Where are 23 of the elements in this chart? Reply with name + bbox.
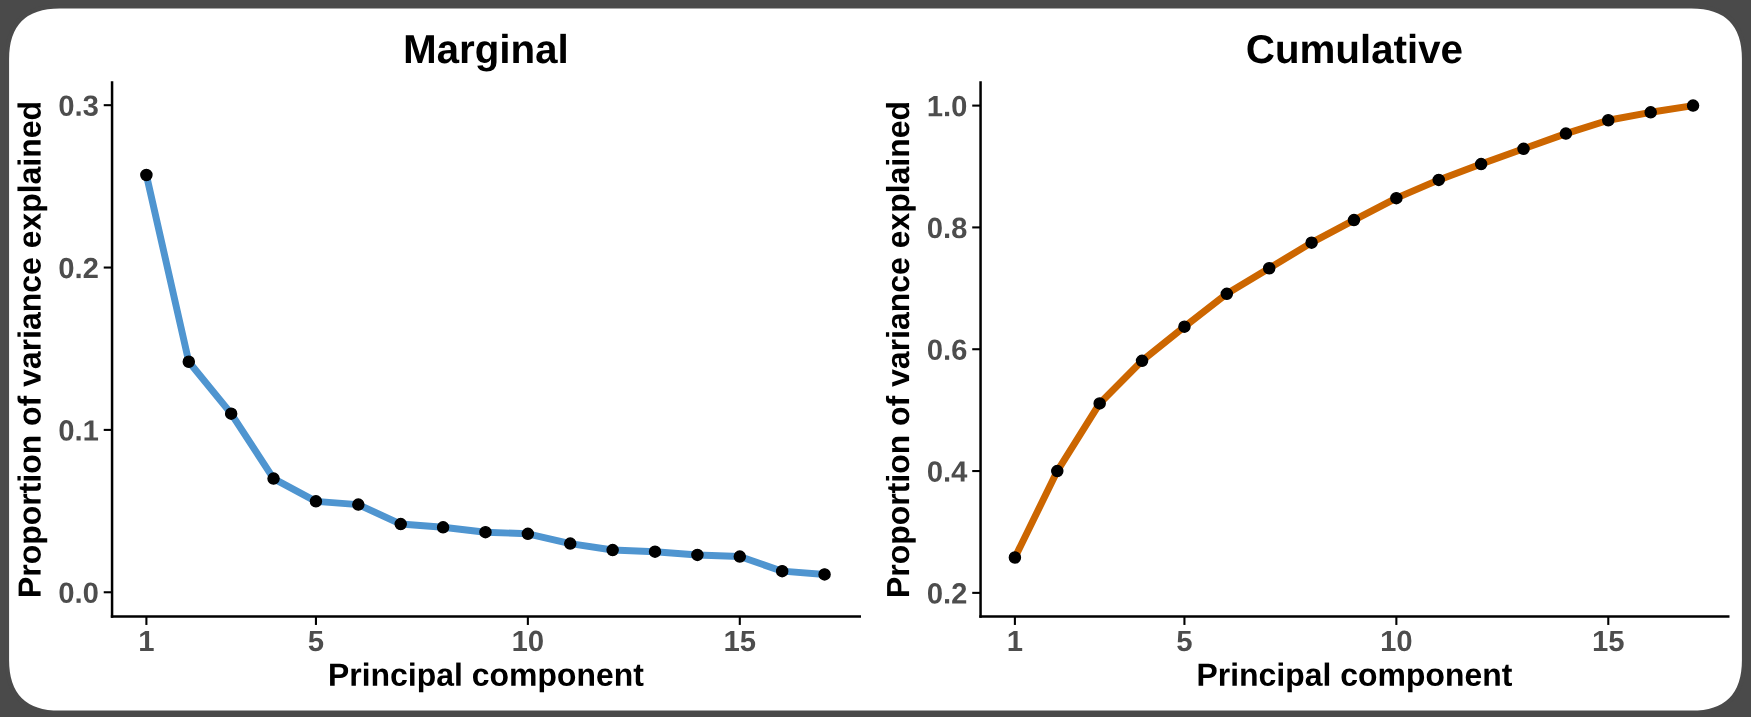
x-tick-label: 1 <box>140 630 154 651</box>
x-tick-label: 15 <box>1593 630 1624 652</box>
x-tick-label: 1 <box>1008 630 1023 651</box>
y-axis-title: Proportion of variance explained <box>17 103 48 596</box>
y-tick-label: 0.3 <box>59 95 98 117</box>
x-tick-label: 10 <box>513 630 543 652</box>
y-tick-label: 0.0 <box>59 582 98 604</box>
y-tick-label: 1.0 <box>928 95 967 117</box>
y-tick-label: 0.6 <box>927 339 967 361</box>
y-tick-label: 0.1 <box>59 420 99 441</box>
y-tick-label: 0.4 <box>927 461 968 482</box>
x-axis-title: Principal component <box>330 662 644 693</box>
chart-title: Marginal <box>405 33 566 72</box>
x-tick-label: 5 <box>308 630 324 652</box>
y-axis-title: Proportion of variance explained <box>885 103 916 596</box>
x-tick-label: 10 <box>1381 630 1412 652</box>
x-axis-title: Principal component <box>1198 662 1512 693</box>
y-tick-label: 0.8 <box>927 217 967 239</box>
y-tick-label: 0.2 <box>59 257 98 279</box>
chart-title: Cumulative <box>1247 33 1462 64</box>
x-tick-label: 5 <box>1177 630 1192 652</box>
y-tick-label: 0.2 <box>927 583 967 604</box>
x-tick-label: 15 <box>725 630 756 652</box>
